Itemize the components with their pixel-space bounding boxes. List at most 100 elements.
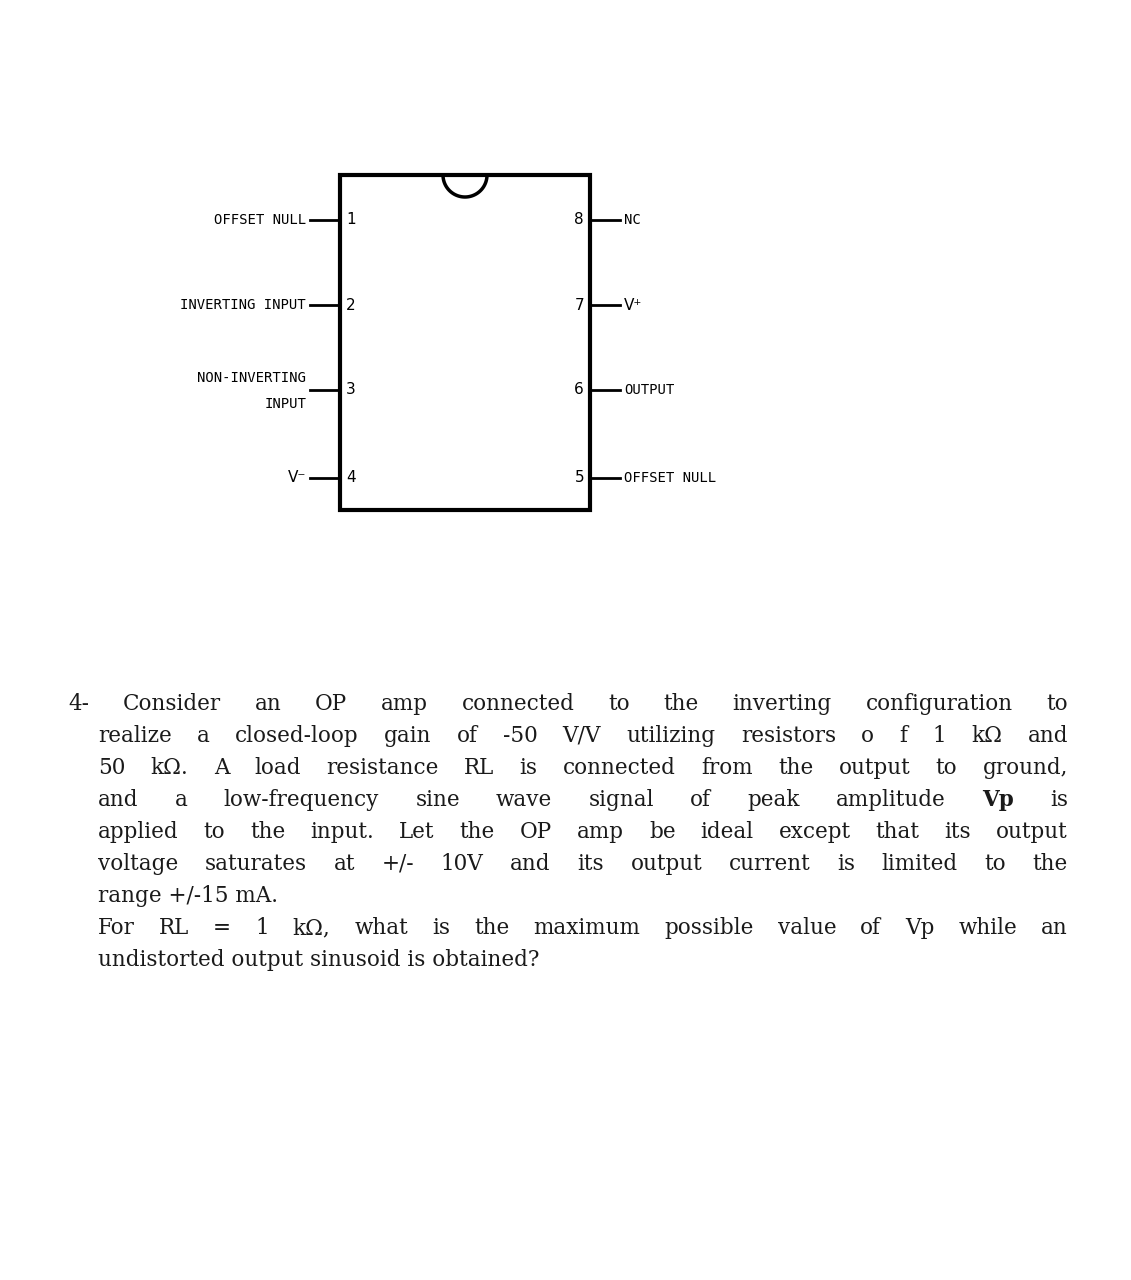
Text: inverting: inverting xyxy=(733,692,831,716)
Text: -50: -50 xyxy=(503,724,537,748)
Text: limited: limited xyxy=(882,852,958,876)
Text: 8: 8 xyxy=(575,212,584,228)
Text: signal: signal xyxy=(588,788,654,812)
Text: saturates: saturates xyxy=(205,852,307,876)
Text: applied: applied xyxy=(98,820,179,844)
Text: be: be xyxy=(649,820,675,844)
Text: Consider: Consider xyxy=(123,692,221,716)
Text: 6: 6 xyxy=(575,383,584,398)
Text: o: o xyxy=(861,724,874,748)
Text: is: is xyxy=(432,916,450,940)
Text: load: load xyxy=(254,756,301,780)
Text: and: and xyxy=(510,852,551,876)
Text: that: that xyxy=(875,820,920,844)
Text: from: from xyxy=(701,756,753,780)
Text: is: is xyxy=(1050,788,1068,812)
Text: For: For xyxy=(98,916,135,940)
Text: 5: 5 xyxy=(575,471,584,485)
Text: output: output xyxy=(631,852,702,876)
Text: 3: 3 xyxy=(346,383,356,398)
Text: and: and xyxy=(1027,724,1068,748)
Text: output: output xyxy=(996,820,1068,844)
Text: 1: 1 xyxy=(346,212,355,228)
Text: resistance: resistance xyxy=(327,756,439,780)
Text: 1: 1 xyxy=(256,916,269,940)
Text: connected: connected xyxy=(461,692,575,716)
Text: amp: amp xyxy=(381,692,428,716)
Text: 50: 50 xyxy=(98,756,126,780)
Text: while: while xyxy=(958,916,1017,940)
Text: voltage: voltage xyxy=(98,852,179,876)
Text: sine: sine xyxy=(415,788,460,812)
Text: connected: connected xyxy=(563,756,676,780)
Text: V⁻: V⁻ xyxy=(287,471,307,485)
Text: +/-: +/- xyxy=(381,852,414,876)
Text: INVERTING INPUT: INVERTING INPUT xyxy=(180,298,307,312)
Text: 1: 1 xyxy=(932,724,947,748)
Text: RL: RL xyxy=(158,916,189,940)
Text: to: to xyxy=(204,820,225,844)
Text: OFFSET NULL: OFFSET NULL xyxy=(624,471,716,485)
Text: resistors: resistors xyxy=(741,724,836,748)
Text: maximum: maximum xyxy=(534,916,640,940)
Text: to: to xyxy=(985,852,1007,876)
Text: OFFSET NULL: OFFSET NULL xyxy=(214,212,307,227)
Text: 7: 7 xyxy=(575,297,584,312)
Text: except: except xyxy=(778,820,851,844)
Text: OP: OP xyxy=(520,820,552,844)
Text: realize: realize xyxy=(98,724,172,748)
Text: current: current xyxy=(728,852,811,876)
Text: of: of xyxy=(457,724,477,748)
Text: f: f xyxy=(899,724,907,748)
Text: an: an xyxy=(1042,916,1068,940)
Text: is: is xyxy=(519,756,537,780)
Text: amp: amp xyxy=(577,820,624,844)
Text: gain: gain xyxy=(383,724,431,748)
Text: RL: RL xyxy=(464,756,494,780)
Text: and: and xyxy=(98,788,138,812)
Text: the: the xyxy=(250,820,285,844)
Text: INPUT: INPUT xyxy=(265,397,307,411)
Bar xyxy=(340,175,590,509)
Text: low-frequency: low-frequency xyxy=(224,788,379,812)
Text: wave: wave xyxy=(497,788,552,812)
Text: configuration: configuration xyxy=(865,692,1012,716)
Text: V⁺: V⁺ xyxy=(624,297,642,312)
Text: the: the xyxy=(474,916,509,940)
Text: value: value xyxy=(778,916,836,940)
Text: 4-: 4- xyxy=(68,692,89,716)
Text: kΩ: kΩ xyxy=(972,724,1002,748)
Text: the: the xyxy=(664,692,699,716)
Text: output: output xyxy=(838,756,910,780)
Text: at: at xyxy=(334,852,355,876)
Text: of: of xyxy=(861,916,881,940)
Text: utilizing: utilizing xyxy=(627,724,716,748)
Text: OUTPUT: OUTPUT xyxy=(624,383,674,397)
Text: its: its xyxy=(577,852,604,876)
Text: OP: OP xyxy=(316,692,347,716)
Text: the: the xyxy=(459,820,495,844)
Text: ideal: ideal xyxy=(700,820,753,844)
Text: Vp: Vp xyxy=(982,788,1013,812)
Text: amplitude: amplitude xyxy=(836,788,946,812)
Text: 4: 4 xyxy=(346,471,355,485)
Text: of: of xyxy=(690,788,711,812)
Text: possible: possible xyxy=(664,916,753,940)
Text: to: to xyxy=(608,692,630,716)
Text: to: to xyxy=(1046,692,1068,716)
Text: peak: peak xyxy=(748,788,800,812)
Text: range +/-15 mA.: range +/-15 mA. xyxy=(98,884,278,908)
Text: kΩ,: kΩ, xyxy=(293,916,330,940)
Text: undistorted output sinusoid is obtained?: undistorted output sinusoid is obtained? xyxy=(98,948,539,972)
Text: input.: input. xyxy=(310,820,374,844)
Text: NON-INVERTING: NON-INVERTING xyxy=(197,371,307,385)
Text: kΩ.: kΩ. xyxy=(150,756,189,780)
Text: closed-loop: closed-loop xyxy=(235,724,359,748)
Text: =: = xyxy=(213,916,231,940)
Text: V/V: V/V xyxy=(563,724,602,748)
Text: a: a xyxy=(174,788,188,812)
Text: 2: 2 xyxy=(346,297,355,312)
Text: an: an xyxy=(254,692,282,716)
Text: is: is xyxy=(837,852,855,876)
Text: Let: Let xyxy=(399,820,434,844)
